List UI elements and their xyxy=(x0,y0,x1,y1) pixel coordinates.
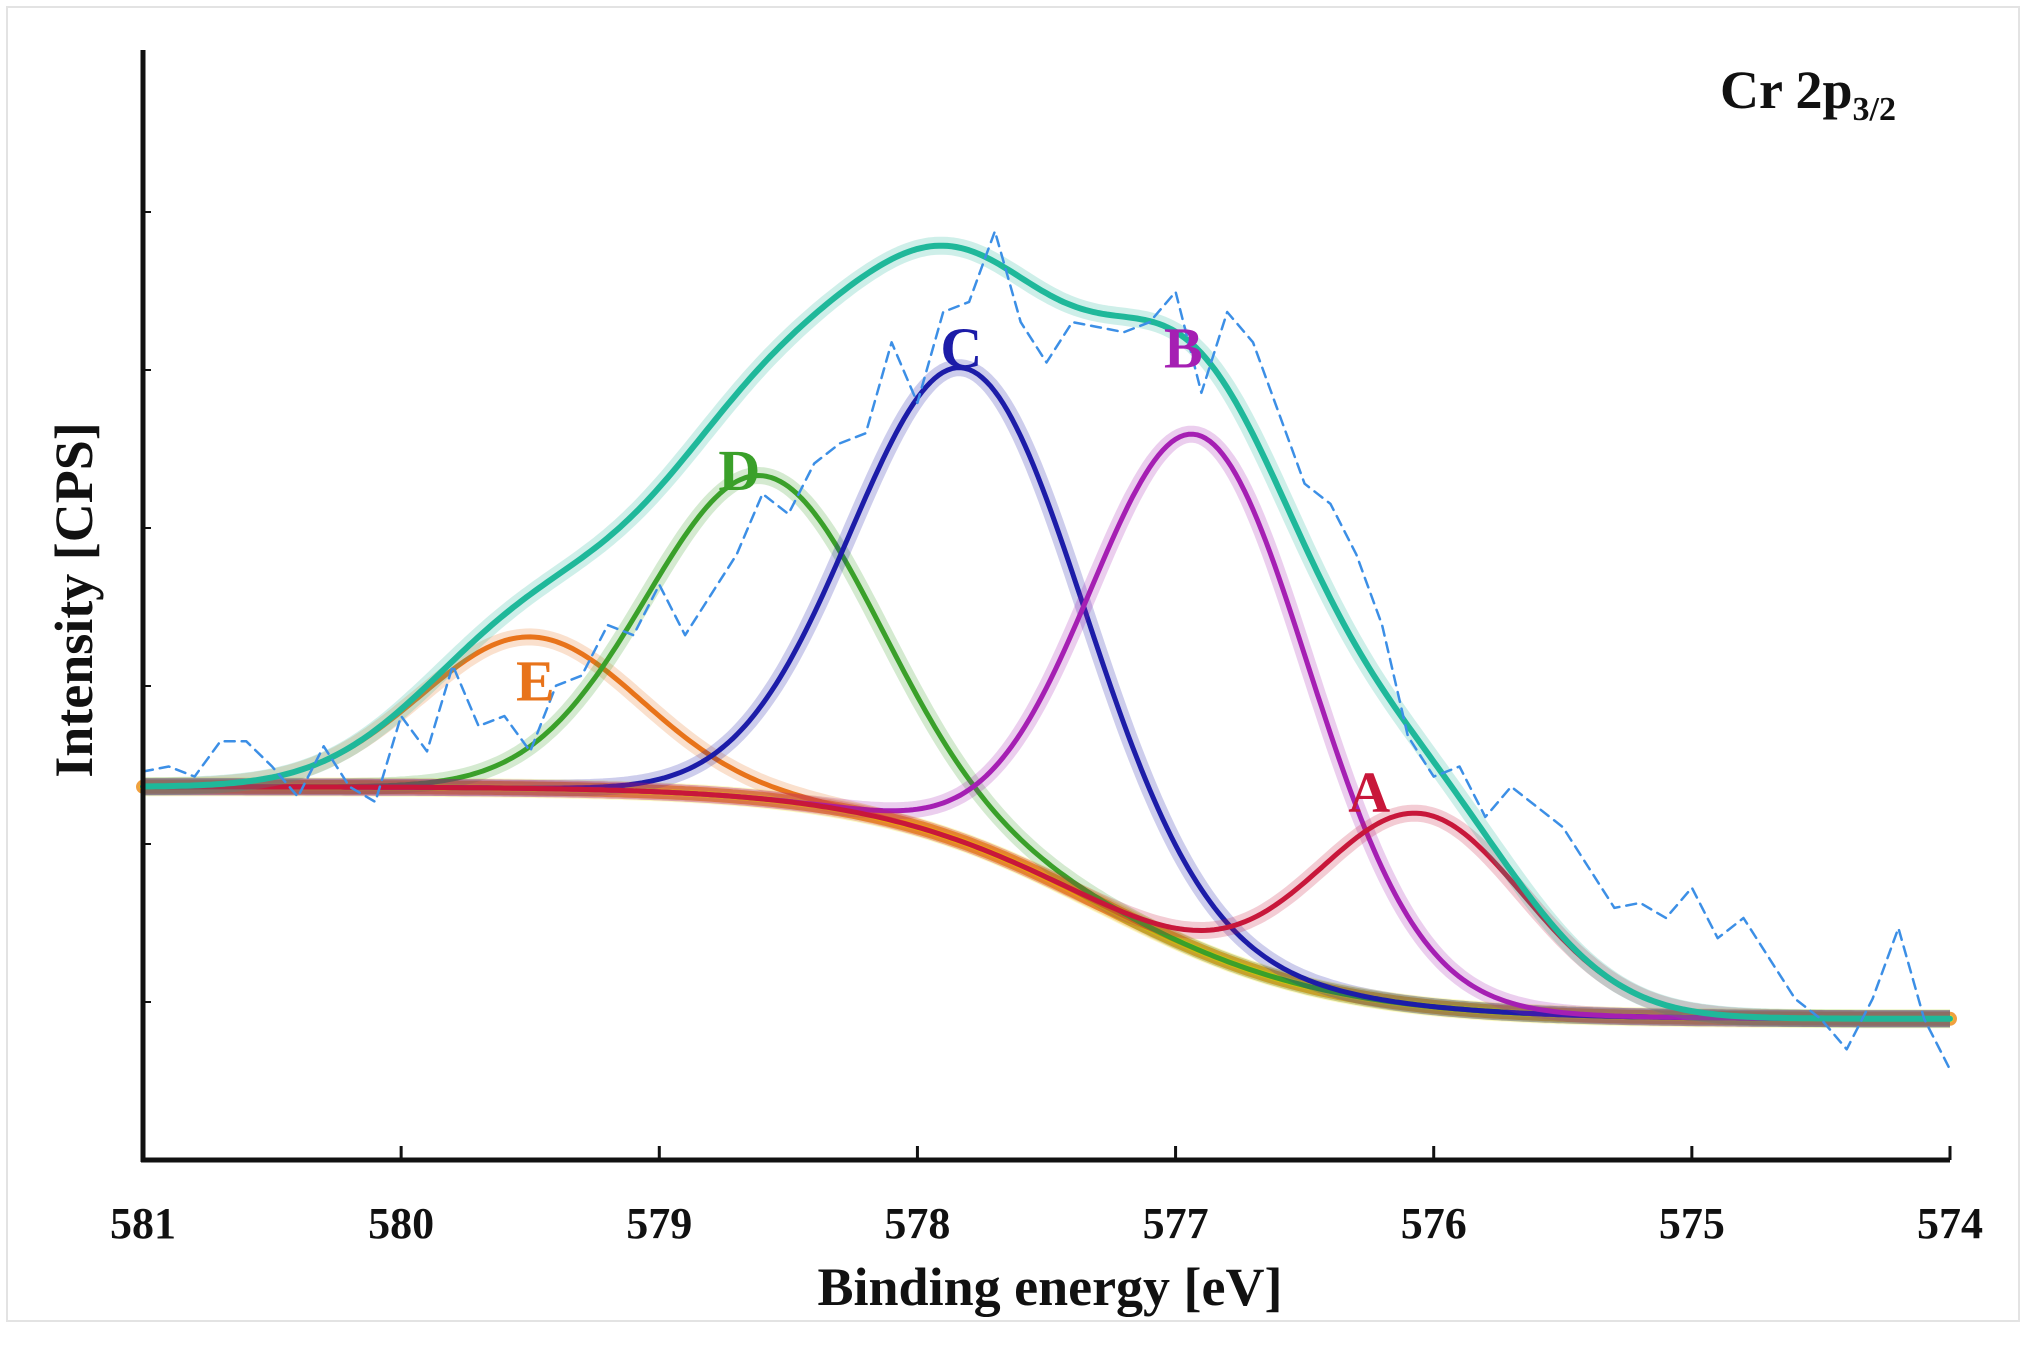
peak-A-curve-glow xyxy=(138,778,1955,1028)
curves-layer: E D C B A xyxy=(136,229,1957,1071)
peak-A-curve xyxy=(140,784,1953,1022)
background-curve-glow xyxy=(137,777,1956,1029)
background-curve-group xyxy=(137,777,1956,1029)
x-tick-label-575: 575 xyxy=(1659,1199,1725,1248)
envelope-curve xyxy=(140,242,1953,1022)
peak-label-C: C xyxy=(940,316,982,381)
envelope-curve-group xyxy=(138,236,1955,1028)
x-tick-label-576: 576 xyxy=(1401,1199,1467,1248)
peak-D-curve-glow xyxy=(138,467,1955,1028)
peak-label-E: E xyxy=(516,649,555,714)
experimental-curve xyxy=(141,229,1952,1071)
peak-D-curve xyxy=(140,473,1953,1022)
x-tick-label-574: 574 xyxy=(1917,1199,1983,1248)
y-axis-label: Intensity [CPS] xyxy=(44,422,104,778)
x-tick-label-580: 580 xyxy=(368,1199,434,1248)
experimental-curve-group xyxy=(141,229,1952,1071)
x-tick-label-578: 578 xyxy=(884,1199,950,1248)
background-underlay-curve xyxy=(136,779,1957,1026)
x-axis-label: Binding energy [eV] xyxy=(818,1257,1283,1317)
peak-label-D: D xyxy=(718,438,760,503)
x-tick-label-581: 581 xyxy=(110,1199,176,1248)
peak-A-curve-group xyxy=(138,778,1955,1028)
x-tick-label-577: 577 xyxy=(1143,1199,1209,1248)
background-curve xyxy=(139,783,1954,1023)
peak-label-B: B xyxy=(1164,316,1203,381)
peak-label-A: A xyxy=(1348,760,1390,825)
chart-title-subscript: 3/2 xyxy=(1853,91,1896,128)
peak-D-curve-group xyxy=(138,467,1955,1028)
chart-title-main: Cr 2p xyxy=(1720,60,1853,120)
chart-title: Cr 2p3/2 xyxy=(1720,60,1896,128)
x-tick-label-579: 579 xyxy=(626,1199,692,1248)
background-underlay-curve-group xyxy=(136,779,1957,1026)
axes-layer: 581 580 579 578 577 576 575 574 xyxy=(110,50,1983,1248)
